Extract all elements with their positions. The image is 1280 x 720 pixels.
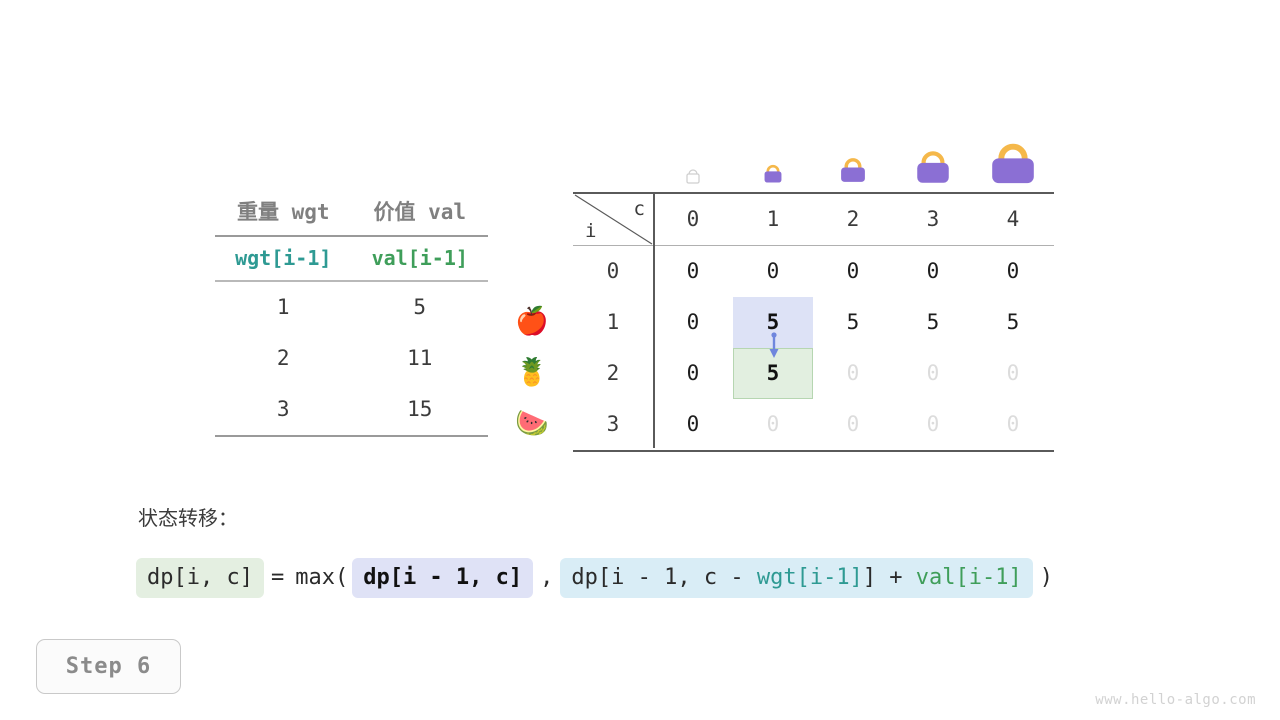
watermelon-icon: 🍉 — [515, 408, 549, 439]
dp-cell-3-4: 0 — [1006, 412, 1020, 436]
empty-bag-icon — [653, 125, 733, 187]
dp-cell-0-0: 0 — [686, 259, 700, 283]
dp-table-vertical-rule — [653, 192, 655, 448]
item-table-mid-rule — [215, 280, 488, 282]
item-table-top-rule — [215, 235, 488, 237]
fruit-icon-column: 🍎 🍍 🍉 — [512, 296, 552, 449]
dp-axis-label-c: c — [633, 198, 645, 220]
transition-label: 状态转移： — [138, 506, 238, 530]
bag-icon — [813, 125, 893, 187]
dp-table-row: 3 0 0 0 0 0 — [573, 399, 1054, 450]
formula-term-1: dp[i - 1, c] — [352, 558, 534, 598]
dp-cell-1-2: 5 — [846, 310, 860, 334]
dp-row-header-1: 1 — [606, 310, 620, 334]
bag-icon — [733, 125, 813, 187]
formula-term-2: dp[i - 1, c - wgt[i-1]] + val[i-1] — [560, 558, 1033, 598]
dp-cell-2-4: 0 — [1006, 361, 1020, 385]
watermark: www.hello-algo.com — [1095, 692, 1256, 708]
dp-col-header-0: 0 — [686, 207, 700, 231]
capacity-bag-row — [653, 125, 1053, 187]
item-val-value: 5 — [413, 295, 427, 319]
down-arrow-icon — [765, 332, 783, 360]
transition-formula: dp[i, c] = max( dp[i - 1, c] , dp[i - 1,… — [136, 558, 1060, 598]
dp-cell-0-1: 0 — [766, 259, 780, 283]
formula-token-wgt: wgt[i-1] — [756, 565, 863, 590]
dp-table-row: 2 0 5 0 0 0 — [573, 348, 1054, 399]
dp-axis-label-i: i — [585, 220, 597, 242]
dp-row-header-3: 3 — [606, 412, 620, 436]
dp-row-header-0: 0 — [606, 259, 620, 283]
dp-cell-3-0: 0 — [686, 412, 700, 436]
item-val-value: 15 — [407, 397, 433, 421]
bag-icon — [893, 125, 973, 187]
dp-axis-corner: c i — [573, 194, 653, 245]
dp-cell-0-4: 0 — [1006, 259, 1020, 283]
item-table-subheader-val: val[i-1] — [371, 246, 468, 270]
dp-table-header-rule — [573, 245, 1054, 246]
dp-cell-1-3: 5 — [926, 310, 940, 334]
dp-col-header-3: 3 — [926, 207, 940, 231]
dp-cell-1-0: 0 — [686, 310, 700, 334]
pineapple-icon: 🍍 — [515, 357, 549, 388]
item-table-row: 1 5 — [215, 282, 488, 333]
dp-table-row: 1 0 5 5 5 5 — [573, 297, 1054, 348]
dp-cell-2-0: 0 — [686, 361, 700, 385]
dp-cell-2-1: 5 — [733, 348, 813, 399]
formula-max-open: max( — [295, 565, 349, 590]
item-table-row: 2 11 — [215, 333, 488, 384]
dp-table-bottom-rule — [573, 450, 1054, 452]
item-table-header-val: 价值 val — [373, 200, 467, 224]
item-table-header-row: 重量 wgt 价值 val — [215, 192, 488, 235]
formula-equals: = — [270, 565, 285, 590]
formula-token-val: val[i-1] — [915, 565, 1022, 590]
dp-col-header-4: 4 — [1006, 207, 1020, 231]
dp-col-header-1: 1 — [766, 207, 780, 231]
bag-icon — [973, 125, 1053, 187]
item-wgt-value: 2 — [276, 346, 290, 370]
formula-comma: , — [540, 565, 554, 590]
item-wgt-value: 3 — [276, 397, 290, 421]
dp-cell-2-3: 0 — [926, 361, 940, 385]
item-val-value: 11 — [407, 346, 433, 370]
dp-table-top-rule — [573, 192, 1054, 194]
item-table-header-wgt: 重量 wgt — [236, 200, 330, 224]
dp-cell-0-2: 0 — [846, 259, 860, 283]
dp-cell-3-2: 0 — [846, 412, 860, 436]
item-wgt-value: 1 — [276, 295, 290, 319]
formula-term-2-prefix: dp[i - 1, c - — [571, 565, 757, 590]
dp-cell-3-3: 0 — [926, 412, 940, 436]
item-table-subheader-row: wgt[i-1] val[i-1] — [215, 237, 488, 280]
dp-table: c i 0 1 2 3 4 0 0 0 0 0 0 1 0 5 — [573, 192, 1054, 452]
item-table: 重量 wgt 价值 val wgt[i-1] val[i-1] 1 5 2 11… — [215, 192, 488, 437]
dp-row-header-2: 2 — [606, 361, 620, 385]
apple-icon: 🍎 — [515, 306, 549, 337]
formula-max-close: ) — [1039, 565, 1054, 590]
dp-cell-0-3: 0 — [926, 259, 940, 283]
dp-col-header-2: 2 — [846, 207, 860, 231]
item-table-subheader-wgt: wgt[i-1] — [235, 246, 332, 270]
formula-lhs: dp[i, c] — [136, 558, 264, 598]
item-table-row: 3 15 — [215, 384, 488, 435]
dp-table-row: 0 0 0 0 0 0 — [573, 246, 1054, 297]
dp-cell-1-4: 5 — [1006, 310, 1020, 334]
dp-table-header-row: c i 0 1 2 3 4 — [573, 194, 1054, 245]
formula-term-2-mid: ] + — [862, 565, 916, 590]
step-button[interactable]: Step 6 — [36, 639, 181, 694]
dp-cell-2-2: 0 — [846, 361, 860, 385]
dp-cell-3-1: 0 — [766, 412, 780, 436]
item-table-bottom-rule — [215, 435, 488, 437]
